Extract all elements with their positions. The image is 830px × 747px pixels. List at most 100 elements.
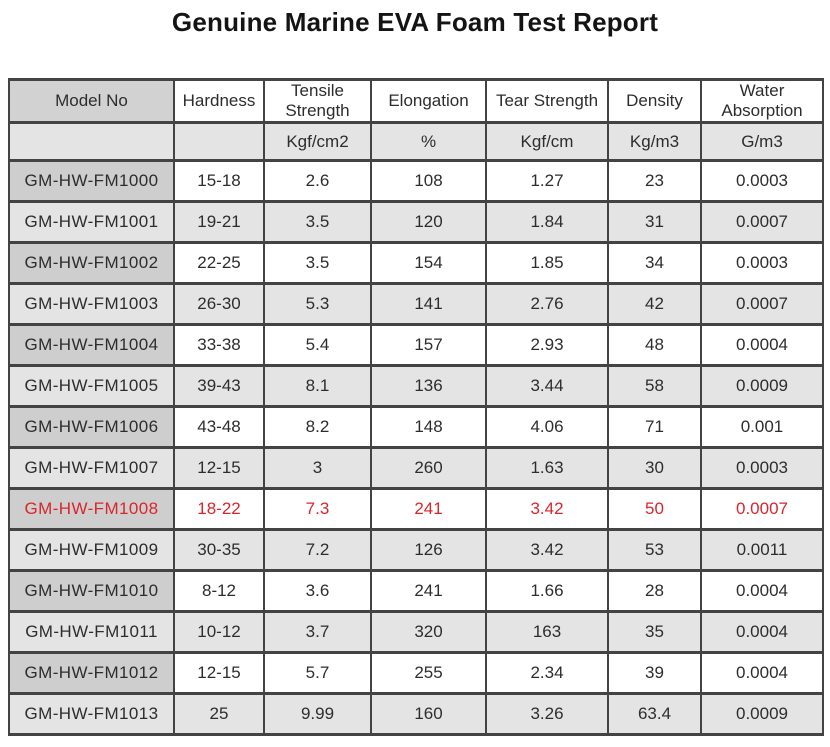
model-no-cell: GM-HW-FM1006 [8, 405, 175, 449]
page-title: Genuine Marine EVA Foam Test Report [171, 7, 659, 37]
model-no-cell: GM-HW-FM1012 [8, 651, 175, 695]
table-row-highlighted: GM-HW-FM1008 18-22 7.3 241 3.42 50 0.000… [8, 487, 824, 531]
table-row: GM-HW-FM1013 25 9.99 160 3.26 63.4 0.000… [8, 692, 824, 736]
unit-cell-tensile-strength: Kgf/cm2 [263, 121, 372, 162]
tear-strength-cell: 3.26 [485, 692, 609, 736]
hardness-cell: 33-38 [173, 323, 265, 367]
hardness-cell: 26-30 [173, 282, 265, 326]
tear-strength-cell: 1.66 [485, 569, 609, 613]
model-no-cell: GM-HW-FM1003 [8, 282, 175, 326]
hardness-cell: 12-15 [173, 651, 265, 695]
header-row: Model No Hardness Tensile Strength Elong… [8, 78, 824, 124]
density-cell: 50 [607, 487, 702, 531]
model-no-cell: GM-HW-FM1005 [8, 364, 175, 408]
tensile-strength-cell: 8.1 [263, 364, 372, 408]
table-row: GM-HW-FM1009 30-35 7.2 126 3.42 53 0.001… [8, 528, 824, 572]
density-cell: 39 [607, 651, 702, 695]
tear-strength-cell: 2.93 [485, 323, 609, 367]
tensile-strength-cell: 7.3 [263, 487, 372, 531]
density-cell: 28 [607, 569, 702, 613]
tear-strength-cell: 1.27 [485, 159, 609, 203]
hardness-cell: 10-12 [173, 610, 265, 654]
unit-cell-hardness [173, 121, 265, 162]
density-cell: 71 [607, 405, 702, 449]
column-header-density: Density [607, 78, 702, 124]
table-row: GM-HW-FM1010 8-12 3.6 241 1.66 28 0.0004 [8, 569, 824, 613]
tensile-strength-cell: 3.6 [263, 569, 372, 613]
water-absorption-cell: 0.0007 [700, 282, 824, 326]
model-no-cell: GM-HW-FM1009 [8, 528, 175, 572]
elongation-cell: 136 [370, 364, 487, 408]
elongation-cell: 108 [370, 159, 487, 203]
water-absorption-cell: 0.001 [700, 405, 824, 449]
table-row: GM-HW-FM1000 15-18 2.6 108 1.27 23 0.000… [8, 159, 824, 203]
tear-strength-cell: 3.44 [485, 364, 609, 408]
hardness-cell: 25 [173, 692, 265, 736]
model-no-cell: GM-HW-FM1008 [8, 487, 175, 531]
elongation-cell: 120 [370, 200, 487, 244]
hardness-cell: 18-22 [173, 487, 265, 531]
model-no-cell: GM-HW-FM1001 [8, 200, 175, 244]
tensile-strength-cell: 5.3 [263, 282, 372, 326]
hardness-cell: 43-48 [173, 405, 265, 449]
water-absorption-cell: 0.0009 [700, 364, 824, 408]
table-row: GM-HW-FM1002 22-25 3.5 154 1.85 34 0.000… [8, 241, 824, 285]
tensile-strength-cell: 9.99 [263, 692, 372, 736]
units-row: Kgf/cm2 % Kgf/cm Kg/m3 G/m3 [8, 121, 824, 162]
tensile-strength-cell: 5.7 [263, 651, 372, 695]
water-absorption-cell: 0.0007 [700, 200, 824, 244]
hardness-cell: 8-12 [173, 569, 265, 613]
water-absorption-cell: 0.0003 [700, 159, 824, 203]
table-row: GM-HW-FM1003 26-30 5.3 141 2.76 42 0.000… [8, 282, 824, 326]
model-no-cell: GM-HW-FM1010 [8, 569, 175, 613]
hardness-cell: 30-35 [173, 528, 265, 572]
tear-strength-cell: 4.06 [485, 405, 609, 449]
elongation-cell: 241 [370, 569, 487, 613]
elongation-cell: 241 [370, 487, 487, 531]
unit-cell-elongation: % [370, 121, 487, 162]
elongation-cell: 260 [370, 446, 487, 490]
density-cell: 58 [607, 364, 702, 408]
table-row: GM-HW-FM1005 39-43 8.1 136 3.44 58 0.000… [8, 364, 824, 408]
tear-strength-cell: 1.84 [485, 200, 609, 244]
water-absorption-cell: 0.0009 [700, 692, 824, 736]
elongation-cell: 320 [370, 610, 487, 654]
water-absorption-cell: 0.0003 [700, 241, 824, 285]
density-cell: 30 [607, 446, 702, 490]
unit-cell-density: Kg/m3 [607, 121, 702, 162]
density-cell: 31 [607, 200, 702, 244]
column-header-elongation: Elongation [370, 78, 487, 124]
test-report-table: Model No Hardness Tensile Strength Elong… [8, 78, 824, 736]
water-absorption-cell: 0.0004 [700, 569, 824, 613]
tensile-strength-cell: 5.4 [263, 323, 372, 367]
hardness-cell: 19-21 [173, 200, 265, 244]
table-row: GM-HW-FM1011 10-12 3.7 320 163 35 0.0004 [8, 610, 824, 654]
elongation-cell: 160 [370, 692, 487, 736]
column-header-tear-strength: Tear Strength [485, 78, 609, 124]
model-no-cell: GM-HW-FM1013 [8, 692, 175, 736]
tensile-strength-cell: 3.5 [263, 241, 372, 285]
tear-strength-cell: 3.42 [485, 528, 609, 572]
tear-strength-cell: 163 [485, 610, 609, 654]
elongation-cell: 154 [370, 241, 487, 285]
water-absorption-cell: 0.0004 [700, 610, 824, 654]
tensile-strength-cell: 3.7 [263, 610, 372, 654]
water-absorption-cell: 0.0011 [700, 528, 824, 572]
hardness-cell: 39-43 [173, 364, 265, 408]
table-row: GM-HW-FM1004 33-38 5.4 157 2.93 48 0.000… [8, 323, 824, 367]
model-no-cell: GM-HW-FM1000 [8, 159, 175, 203]
model-no-cell: GM-HW-FM1007 [8, 446, 175, 490]
water-absorption-cell: 0.0004 [700, 323, 824, 367]
hardness-cell: 12-15 [173, 446, 265, 490]
density-cell: 63.4 [607, 692, 702, 736]
elongation-cell: 157 [370, 323, 487, 367]
elongation-cell: 141 [370, 282, 487, 326]
model-no-cell: GM-HW-FM1002 [8, 241, 175, 285]
tear-strength-cell: 1.63 [485, 446, 609, 490]
tear-strength-cell: 1.85 [485, 241, 609, 285]
column-header-water-absorption: Water Absorption [700, 78, 824, 124]
density-cell: 23 [607, 159, 702, 203]
hardness-cell: 22-25 [173, 241, 265, 285]
water-absorption-cell: 0.0004 [700, 651, 824, 695]
